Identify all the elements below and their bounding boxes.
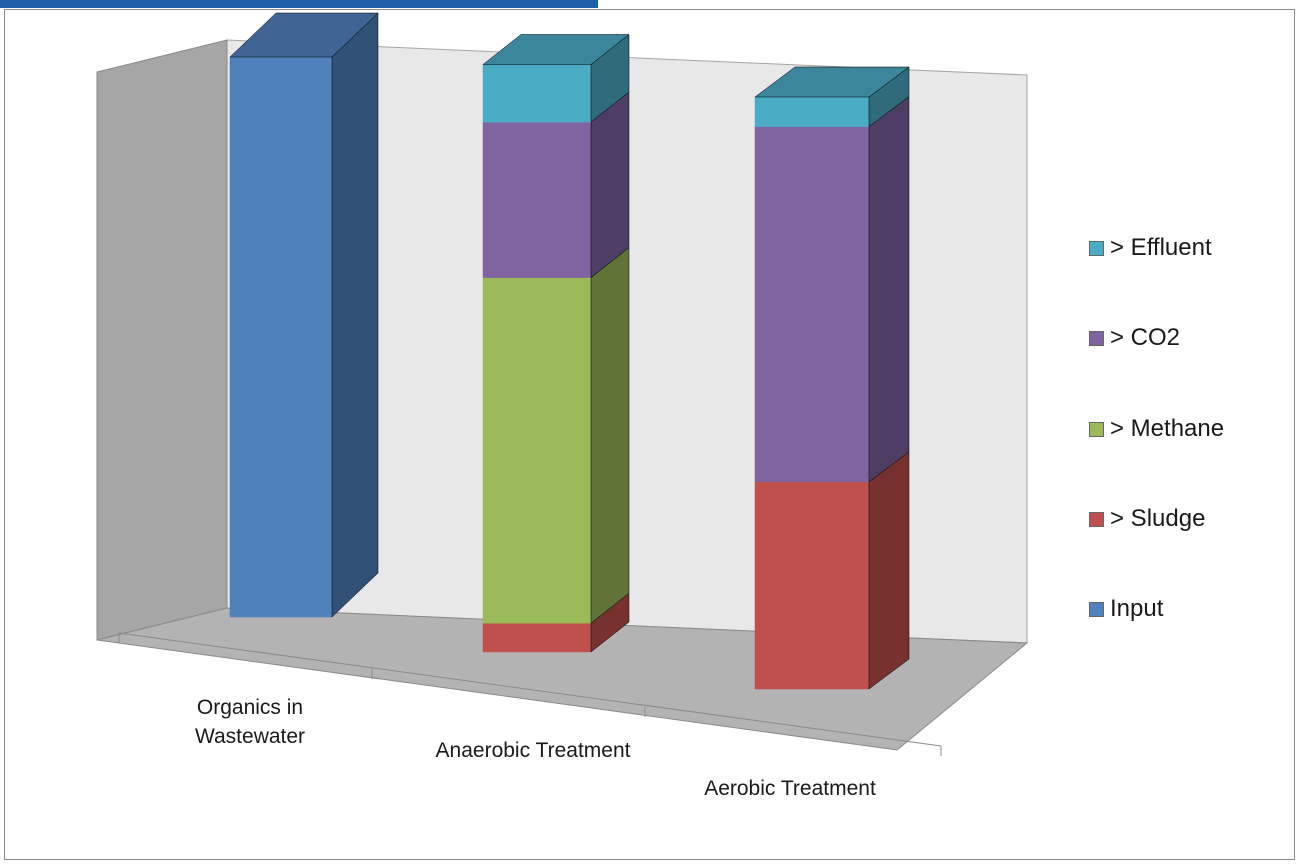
bar-segment-co2-2 [482,91,630,279]
bar-side-face [331,12,379,618]
legend-item: Input [1089,595,1163,623]
legend-swatch [1089,421,1104,437]
bar-segment-methane-2 [482,247,630,624]
legend-swatch [1089,330,1104,346]
category-label: Organics in Wastewater [130,693,370,751]
side-wall [96,39,228,641]
legend-item: > Methane [1089,415,1224,443]
bar-side-face [590,247,630,624]
legend-item: > Sludge [1089,505,1205,533]
bar-front-face [754,481,870,690]
bar-front-face [482,277,592,624]
chart-plot [96,12,1029,756]
legend-label: Input [1110,595,1164,622]
legend-swatch [1089,601,1104,617]
bar-top-face [482,34,630,65]
x-axis-line [118,632,942,747]
bar-segment-co2-3 [754,96,910,483]
legend-item: > Effluent [1089,234,1212,262]
legend-label: > Effluent [1110,234,1212,261]
bar-front-face [754,126,870,483]
category-label-line: Aerobic Treatment [704,777,876,800]
bar-top-face [229,12,379,58]
bar-segment-sludge-3 [754,451,910,690]
bar-top-face [754,66,910,98]
legend-label: > Methane [1110,415,1225,442]
legend-swatch [1089,511,1104,527]
legend-label: > Sludge [1110,505,1206,532]
category-label: Anaerobic Treatment [363,736,703,765]
bar-segment-input-1 [229,12,379,618]
category-label-line: Organics in [196,696,304,719]
bar-side-face [868,96,910,483]
bar-front-face [482,622,592,653]
legend-item: > CO2 [1089,324,1180,352]
bar-front-face [482,64,592,123]
legend-label: > CO2 [1110,324,1181,351]
legend-swatch [1089,240,1104,256]
category-label-line: Anaerobic Treatment [435,739,631,762]
bar-segment-effluent-3 [754,66,910,128]
bar-side-face [590,91,630,279]
bar-segment-effluent-2 [482,33,630,123]
top-accent-bar [0,0,598,8]
bar-front-face [754,96,870,127]
bar-side-face [868,451,910,690]
category-label-line: Wastewater [194,725,306,748]
bar-front-face [229,56,333,618]
category-label: Aerobic Treatment [645,774,935,803]
chart-area: Organics in Wastewater Anaerobic Treatment… [4,9,1295,860]
bar-front-face [482,121,592,278]
